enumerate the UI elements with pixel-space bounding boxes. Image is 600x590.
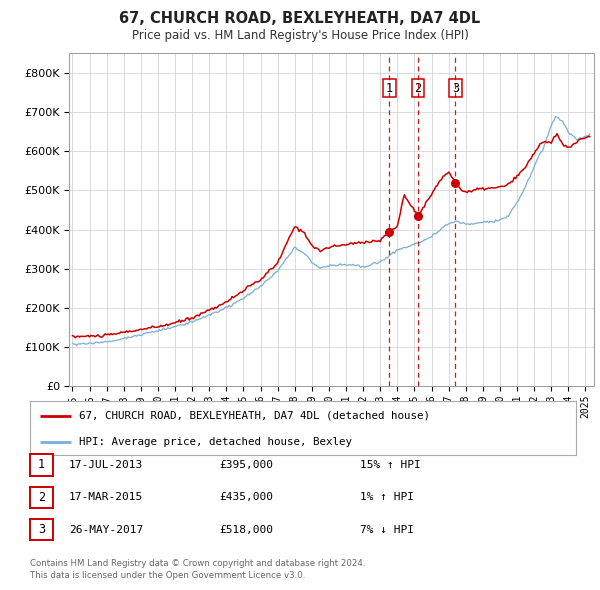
Text: 26-MAY-2017: 26-MAY-2017 xyxy=(69,525,143,535)
Text: 17-MAR-2015: 17-MAR-2015 xyxy=(69,493,143,502)
Text: £518,000: £518,000 xyxy=(219,525,273,535)
Text: 3: 3 xyxy=(38,523,45,536)
Text: HPI: Average price, detached house, Bexley: HPI: Average price, detached house, Bexl… xyxy=(79,437,352,447)
Text: £395,000: £395,000 xyxy=(219,460,273,470)
Text: £435,000: £435,000 xyxy=(219,493,273,502)
Text: 7% ↓ HPI: 7% ↓ HPI xyxy=(360,525,414,535)
Text: 67, CHURCH ROAD, BEXLEYHEATH, DA7 4DL (detached house): 67, CHURCH ROAD, BEXLEYHEATH, DA7 4DL (d… xyxy=(79,411,430,421)
Text: Contains HM Land Registry data © Crown copyright and database right 2024.: Contains HM Land Registry data © Crown c… xyxy=(30,559,365,568)
Text: 1% ↑ HPI: 1% ↑ HPI xyxy=(360,493,414,502)
Text: 17-JUL-2013: 17-JUL-2013 xyxy=(69,460,143,470)
Text: 15% ↑ HPI: 15% ↑ HPI xyxy=(360,460,421,470)
Text: 3: 3 xyxy=(452,81,459,94)
Text: Price paid vs. HM Land Registry's House Price Index (HPI): Price paid vs. HM Land Registry's House … xyxy=(131,30,469,42)
Text: 1: 1 xyxy=(386,81,393,94)
Text: 2: 2 xyxy=(415,81,422,94)
Text: 1: 1 xyxy=(38,458,45,471)
Text: 67, CHURCH ROAD, BEXLEYHEATH, DA7 4DL: 67, CHURCH ROAD, BEXLEYHEATH, DA7 4DL xyxy=(119,11,481,25)
Text: This data is licensed under the Open Government Licence v3.0.: This data is licensed under the Open Gov… xyxy=(30,571,305,580)
Text: 2: 2 xyxy=(38,491,45,504)
